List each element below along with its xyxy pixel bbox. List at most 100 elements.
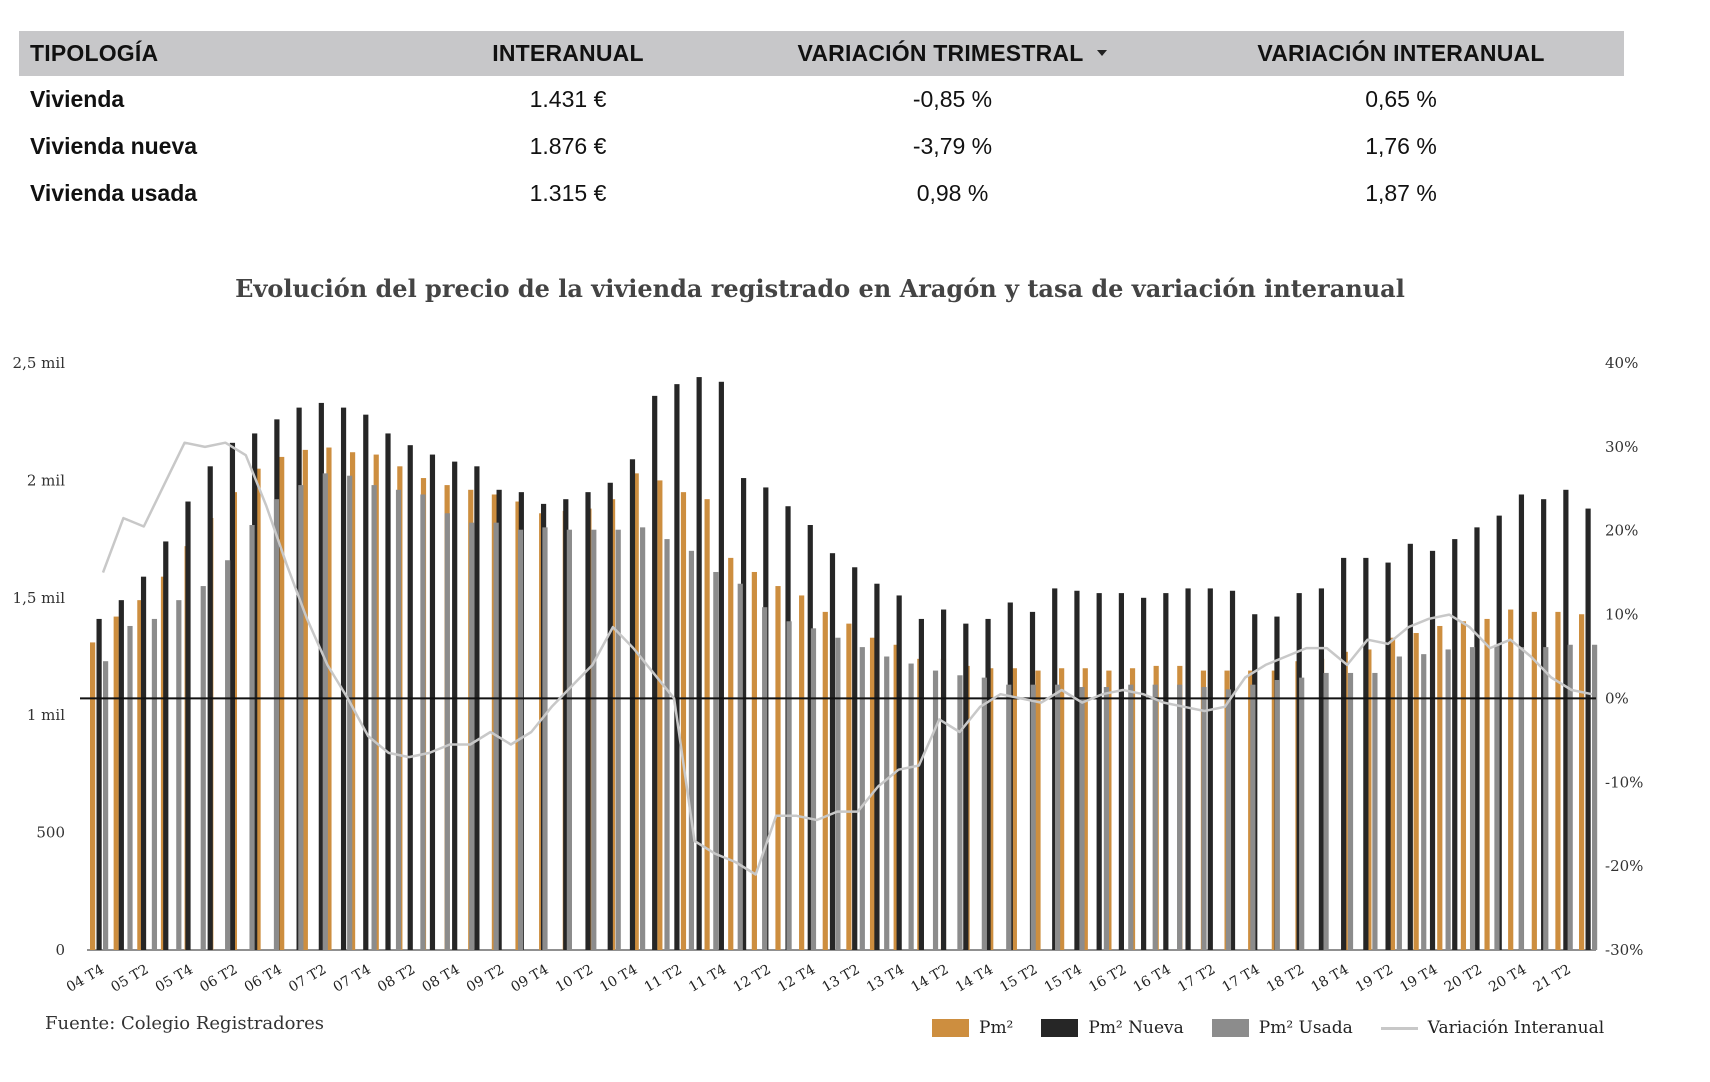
bar-pm2-usada bbox=[859, 647, 865, 950]
sort-desc-icon[interactable] bbox=[1097, 49, 1108, 56]
cell-var-trimestral: -0,85 % bbox=[912, 86, 993, 112]
table-header: TIPOLOGÍA INTERANUAL VARIACIÓN TRIMESTRA… bbox=[19, 31, 1624, 76]
cell-var-interanual: 1,76 % bbox=[1365, 133, 1437, 159]
bar-pm2 bbox=[1366, 649, 1372, 950]
bar-pm2-nueva bbox=[829, 553, 836, 950]
bar-pm2 bbox=[1389, 637, 1396, 950]
bar-pm2-nueva bbox=[96, 618, 102, 950]
bar-pm2-nueva bbox=[118, 600, 124, 950]
bar-pm2 bbox=[988, 668, 994, 950]
bar-pm2-nueva bbox=[1229, 590, 1236, 950]
bar-pm2 bbox=[1011, 668, 1017, 950]
bar-pm2-nueva bbox=[740, 478, 747, 950]
bar-pm2-usada bbox=[1592, 644, 1598, 950]
bar-pm2-usada bbox=[566, 529, 572, 950]
bar-pm2-usada bbox=[371, 485, 377, 950]
summary-table: TIPOLOGÍA INTERANUAL VARIACIÓN TRIMESTRA… bbox=[19, 31, 1624, 217]
bar-pm2-nueva bbox=[340, 407, 347, 950]
bar-pm2-usada bbox=[640, 527, 646, 950]
y-left-tick-label: 2 mil bbox=[27, 471, 65, 489]
chart-title: Evolución del precio de la vivienda regi… bbox=[235, 274, 1405, 303]
bar-pm2-usada bbox=[908, 663, 914, 950]
bar-pm2-nueva bbox=[1341, 557, 1347, 950]
table-row: Vivienda nueva 1.876 € -3,79 % 1,76 % bbox=[19, 123, 1624, 170]
bar-pm2-nueva bbox=[918, 618, 924, 950]
cell-var-trimestral: -3,79 % bbox=[912, 133, 993, 159]
bar-pm2 bbox=[822, 611, 828, 950]
bar-pm2-usada bbox=[249, 525, 255, 950]
bar-pm2 bbox=[1082, 668, 1088, 950]
bar-pm2-usada bbox=[225, 560, 231, 950]
bar-pm2-usada bbox=[1372, 672, 1378, 950]
bar-pm2-nueva bbox=[496, 489, 502, 950]
x-tick-label: 14 T4 bbox=[953, 962, 996, 996]
bar-pm2-nueva bbox=[585, 492, 591, 950]
bar-pm2-nueva bbox=[1363, 557, 1369, 950]
bar-pm2 bbox=[255, 468, 261, 950]
bar-pm2-usada bbox=[615, 529, 621, 950]
bar-pm2-usada bbox=[151, 618, 158, 950]
bar-pm2-usada bbox=[1250, 684, 1256, 950]
bar-pm2 bbox=[349, 452, 356, 950]
bar-pm2-nueva bbox=[185, 501, 191, 950]
cell-interanual: 1.315 € bbox=[529, 180, 607, 206]
header-interanual[interactable]: INTERANUAL bbox=[492, 40, 644, 66]
source-note: Fuente: Colegio Registradores bbox=[45, 1013, 324, 1034]
x-tick-label: 06 T4 bbox=[242, 962, 285, 996]
y-right-tick-label: 0% bbox=[1605, 689, 1629, 707]
x-tick-label: 11 T4 bbox=[686, 962, 729, 996]
y-left-tick-label: 2,5 mil bbox=[13, 354, 66, 372]
x-tick-label: 05 T4 bbox=[153, 962, 196, 996]
bar-pm2-nueva bbox=[852, 567, 858, 950]
legend-item-pm2[interactable]: Pm² bbox=[932, 1018, 1013, 1038]
bar-pm2 bbox=[846, 623, 852, 950]
x-tick-label: 18 T4 bbox=[1308, 962, 1351, 996]
header-variacion-trimestral-label: VARIACIÓN TRIMESTRAL bbox=[797, 40, 1084, 66]
y-left-tick-label: 500 bbox=[36, 824, 65, 842]
cell-interanual: 1.876 € bbox=[529, 133, 607, 159]
header-variacion-trimestral[interactable]: VARIACIÓN TRIMESTRAL bbox=[727, 40, 1178, 67]
legend-label-pm2: Pm² bbox=[979, 1018, 1014, 1038]
bar-pm2 bbox=[1271, 670, 1277, 950]
bar-pm2-nueva bbox=[1074, 590, 1080, 950]
bar-pm2-usada bbox=[786, 621, 792, 950]
bar-pm2 bbox=[799, 595, 805, 950]
bar-pm2-nueva bbox=[718, 381, 724, 950]
y-right-tick-label: -30% bbox=[1605, 941, 1643, 959]
x-tick-label: 20 T4 bbox=[1486, 962, 1529, 996]
y-right-tick-label: 20% bbox=[1605, 522, 1638, 540]
legend-item-nueva[interactable]: Pm² Nueva bbox=[1041, 1018, 1184, 1038]
bar-pm2-usada bbox=[420, 494, 426, 950]
x-tick-label: 12 T2 bbox=[731, 962, 774, 996]
bar-pm2-usada bbox=[1152, 684, 1158, 950]
bar-pm2-usada bbox=[1201, 687, 1207, 950]
x-tick-label: 08 T2 bbox=[375, 962, 418, 996]
bar-pm2-usada bbox=[737, 583, 743, 950]
legend-label-variacion: Variación Interanual bbox=[1427, 1018, 1605, 1038]
bar-pm2-usada bbox=[981, 677, 987, 950]
bar-pm2-usada bbox=[957, 675, 963, 950]
header-variacion-interanual[interactable]: VARIACIÓN INTERANUAL bbox=[1257, 40, 1545, 66]
y-left-tick-label: 1 mil bbox=[27, 706, 65, 724]
cell-tipologia: Vivienda nueva bbox=[30, 133, 198, 159]
bar-pm2-nueva bbox=[1185, 588, 1191, 950]
bar-pm2-usada bbox=[176, 600, 182, 950]
bar-pm2-usada bbox=[591, 529, 597, 950]
bar-pm2-nueva bbox=[1052, 588, 1058, 950]
y-right-tick-label: 30% bbox=[1605, 438, 1638, 456]
x-tick-label: 16 T4 bbox=[1131, 962, 1174, 996]
bar-pm2 bbox=[1413, 633, 1419, 950]
legend-item-variacion[interactable]: Variación Interanual bbox=[1380, 1018, 1605, 1038]
bar-pm2 bbox=[1531, 611, 1537, 950]
bar-pm2-nueva bbox=[1318, 588, 1325, 950]
bar-pm2-usada bbox=[1079, 687, 1085, 950]
legend-item-usada[interactable]: Pm² Usada bbox=[1211, 1018, 1353, 1038]
bar-pm2-nueva bbox=[807, 525, 813, 950]
x-tick-label: 13 T4 bbox=[864, 962, 907, 996]
cell-var-trimestral: 0,98 % bbox=[916, 180, 989, 206]
bar-pm2-nueva bbox=[452, 461, 458, 950]
legend-swatch-usada bbox=[1211, 1019, 1249, 1037]
bar-pm2-nueva bbox=[1141, 597, 1147, 950]
bar-pm2-nueva bbox=[1207, 588, 1213, 950]
header-tipologia[interactable]: TIPOLOGÍA bbox=[30, 40, 159, 66]
